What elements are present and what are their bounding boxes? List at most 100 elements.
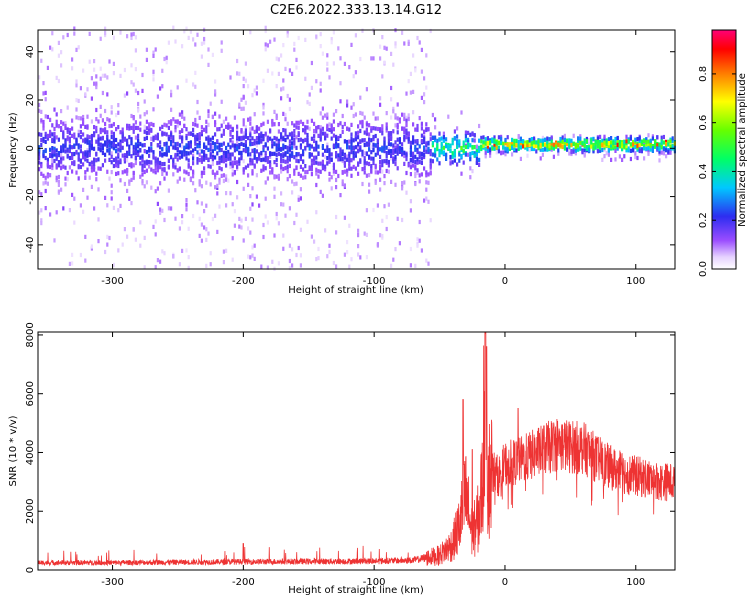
heatmap-cell (266, 176, 269, 181)
heatmap-cell (405, 190, 408, 195)
heatmap-cell (225, 163, 228, 168)
heatmap-cell (649, 147, 652, 152)
heatmap-cell (134, 35, 137, 40)
heatmap-cell (412, 135, 415, 140)
heatmap-cell (71, 133, 74, 138)
heatmap-cell (614, 136, 617, 142)
heatmap-cell (126, 150, 129, 155)
heatmap-cell (187, 131, 190, 136)
heatmap-cell (167, 137, 170, 142)
heatmap-cell (469, 151, 472, 156)
heatmap-cell (84, 137, 87, 142)
heatmap-cell (137, 150, 140, 155)
heatmap-cell (456, 134, 459, 139)
y-tick-label: 4000 (25, 440, 36, 465)
heatmap-cell (220, 40, 223, 45)
heatmap-cell (658, 158, 661, 163)
heatmap-cell (326, 61, 329, 66)
heatmap-cell (374, 143, 377, 148)
heatmap-cell (130, 201, 133, 206)
heatmap-cell (394, 145, 397, 150)
heatmap-cell (163, 161, 166, 167)
heatmap-cell (207, 231, 210, 236)
heatmap-cell (163, 152, 166, 157)
heatmap-cell (139, 121, 142, 126)
heatmap-cell (161, 152, 164, 157)
heatmap-cell (137, 101, 140, 107)
heatmap-cell (112, 157, 115, 163)
heatmap-cell (198, 158, 201, 163)
heatmap-cell (236, 164, 239, 169)
heatmap-cell (291, 121, 294, 126)
heatmap-cell (324, 228, 327, 233)
heatmap-cell (73, 151, 76, 157)
heatmap-cell (438, 161, 441, 166)
heatmap-cell (132, 227, 135, 232)
heatmap-cell (79, 86, 82, 91)
heatmap-cell (150, 160, 153, 165)
heatmap-cell (372, 134, 375, 140)
heatmap-cell (398, 119, 401, 124)
heatmap-cell (416, 168, 419, 173)
x-tick-label: -100 (363, 276, 386, 287)
heatmap-cell (108, 148, 111, 153)
heatmap-cell (192, 82, 195, 87)
heatmap-cell (132, 151, 135, 156)
heatmap-cell (297, 194, 300, 200)
heatmap-cell (90, 96, 93, 101)
heatmap-cell (359, 120, 362, 125)
heatmap-cell (414, 164, 417, 169)
heatmap-cell (458, 158, 461, 163)
heatmap-cell (473, 133, 476, 138)
heatmap-cell (295, 65, 298, 70)
heatmap-cell (550, 142, 553, 147)
heatmap-cell (350, 142, 353, 147)
heatmap-cell (425, 146, 428, 151)
heatmap-cell (372, 56, 375, 61)
heatmap-cell (134, 135, 137, 140)
heatmap-cell (255, 140, 258, 145)
heatmap-cell (64, 165, 67, 170)
heatmap-cell (460, 154, 463, 159)
heatmap-cell (354, 153, 357, 158)
heatmap-cell (53, 149, 56, 154)
heatmap-cell (401, 183, 404, 189)
heatmap-cell (251, 186, 254, 191)
heatmap-cell (462, 140, 465, 145)
heatmap-cell (214, 143, 217, 148)
heatmap-cell (60, 126, 63, 131)
heatmap-cell (260, 150, 263, 156)
heatmap-cell (106, 138, 109, 143)
heatmap-cell (423, 152, 426, 158)
heatmap-cell (192, 213, 195, 219)
heatmap-cell (176, 152, 179, 157)
heatmap-cell (86, 167, 89, 172)
heatmap-cell (170, 93, 173, 98)
heatmap-cell (315, 147, 318, 152)
heatmap-cell (346, 126, 349, 131)
heatmap-cell (445, 144, 448, 149)
heatmap-cell (185, 78, 188, 83)
heatmap-cell (403, 126, 406, 131)
heatmap-cell (90, 119, 93, 124)
heatmap-cell (242, 170, 245, 175)
heatmap-cell (574, 144, 577, 149)
heatmap-cell (82, 151, 85, 156)
heatmap-cell (165, 152, 168, 157)
heatmap-cell (137, 90, 140, 96)
heatmap-cell (214, 92, 217, 97)
heatmap-cell (216, 151, 219, 156)
heatmap-cell (75, 47, 78, 52)
heatmap-cell (150, 121, 153, 127)
heatmap-cell (222, 128, 225, 133)
heatmap-cell (396, 137, 399, 142)
heatmap-cell (269, 151, 272, 156)
heatmap-cell (238, 145, 241, 150)
x-tick-label: -300 (101, 577, 124, 588)
heatmap-cell (159, 152, 162, 157)
heatmap-cell (478, 157, 481, 162)
heatmap-cell (654, 144, 657, 149)
heatmap-cell (262, 164, 265, 169)
heatmap-cell (394, 140, 397, 145)
heatmap-cell (412, 89, 415, 94)
